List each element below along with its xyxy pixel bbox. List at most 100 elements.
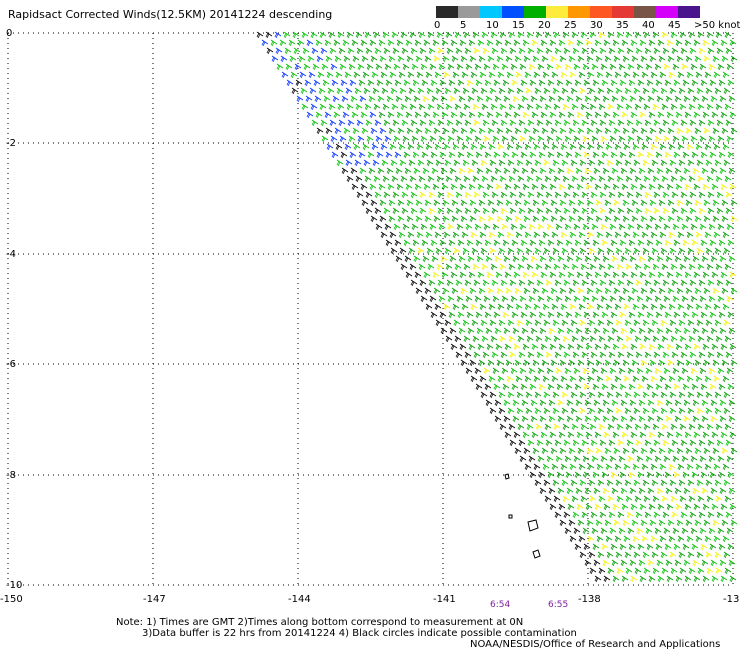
wind-barb — [669, 391, 677, 399]
wind-barb — [415, 287, 423, 295]
wind-barb — [615, 247, 623, 255]
wind-barb — [633, 479, 641, 487]
wind-barb — [441, 183, 449, 191]
wind-barb — [667, 55, 675, 63]
wind-barb — [484, 239, 492, 247]
wind-barb — [553, 495, 561, 503]
wind-barb — [575, 487, 583, 495]
wind-barb — [387, 111, 395, 119]
wind-barb — [527, 207, 535, 215]
wind-barb — [372, 159, 380, 167]
wind-barb — [557, 415, 565, 423]
wind-barb — [333, 111, 341, 119]
wind-barb — [720, 343, 728, 351]
wind-barb — [698, 47, 706, 55]
wind-barb — [378, 183, 386, 191]
wind-barb — [698, 511, 706, 519]
wind-barb — [451, 199, 459, 207]
wind-barb — [690, 455, 698, 463]
wind-barb — [394, 239, 402, 247]
wind-barb — [388, 55, 396, 63]
wind-barb — [611, 487, 619, 495]
wind-barb — [625, 103, 633, 111]
wind-barb — [539, 167, 547, 175]
wind-barb — [531, 271, 539, 279]
wind-barb — [511, 311, 519, 319]
wind-barb — [392, 207, 400, 215]
wind-barb — [550, 359, 558, 367]
wind-barb — [453, 319, 461, 327]
wind-barb — [338, 47, 346, 55]
wind-barb — [599, 351, 607, 359]
lon-tick-label: -141 — [433, 594, 456, 605]
wind-barb — [425, 143, 433, 151]
wind-barb — [498, 407, 506, 415]
wind-barb — [710, 95, 718, 103]
wind-barb — [520, 239, 528, 247]
wind-barb — [357, 135, 365, 143]
wind-barb — [493, 239, 501, 247]
wind-barb — [664, 151, 672, 159]
wind-barb — [595, 199, 603, 207]
wind-barb — [454, 335, 462, 343]
wind-barb — [361, 55, 369, 63]
wind-barb — [628, 239, 636, 247]
wind-barb — [538, 471, 546, 479]
wind-barb — [640, 127, 648, 135]
wind-barb — [637, 311, 645, 319]
wind-barb — [557, 399, 565, 407]
wind-barb — [435, 247, 443, 255]
wind-barb — [419, 207, 427, 215]
wind-barb — [675, 271, 683, 279]
wind-barb — [607, 335, 615, 343]
wind-barb — [677, 375, 685, 383]
wind-barb — [366, 63, 374, 71]
wind-barb — [506, 143, 514, 151]
wind-barb — [468, 111, 476, 119]
wind-barb — [566, 167, 574, 175]
wind-barb — [612, 343, 620, 351]
wind-barb — [472, 263, 480, 271]
wind-barb — [685, 55, 693, 63]
wind-barb — [489, 247, 497, 255]
wind-barb — [438, 295, 446, 303]
wind-barb — [648, 183, 656, 191]
wind-barb — [586, 127, 594, 135]
wind-barb — [676, 447, 684, 455]
wind-barb — [670, 31, 678, 39]
wind-barb — [424, 127, 432, 135]
wind-barb — [560, 303, 568, 311]
wind-barb — [623, 231, 631, 239]
wind-barb — [491, 119, 499, 127]
wind-barb — [596, 143, 604, 151]
wind-barb — [695, 375, 703, 383]
wind-barb — [349, 79, 357, 87]
wind-barb — [595, 215, 603, 223]
wind-barb — [371, 71, 379, 79]
wind-barb — [518, 439, 526, 447]
wind-barb — [664, 311, 672, 319]
wind-barb — [491, 207, 499, 215]
wind-barb — [389, 71, 397, 79]
wind-barb — [613, 519, 621, 527]
wind-barb — [478, 55, 486, 63]
wind-barb — [451, 127, 459, 135]
wind-barb — [615, 319, 623, 327]
wind-barb — [563, 439, 571, 447]
wind-barb — [624, 319, 632, 327]
wind-barb — [720, 39, 728, 47]
wind-barb — [578, 71, 586, 79]
wind-barb — [382, 103, 390, 111]
wind-barb — [305, 95, 313, 103]
wind-barb — [727, 79, 735, 87]
wind-barb — [590, 191, 598, 199]
wind-barb — [448, 79, 456, 87]
wind-barb — [474, 135, 482, 143]
wind-barb — [629, 559, 637, 567]
wind-barb — [618, 455, 626, 463]
wind-barb — [376, 79, 384, 87]
wind-barb — [592, 239, 600, 247]
wind-barb — [607, 263, 615, 271]
wind-barb — [649, 55, 657, 63]
wind-barb — [605, 231, 613, 239]
